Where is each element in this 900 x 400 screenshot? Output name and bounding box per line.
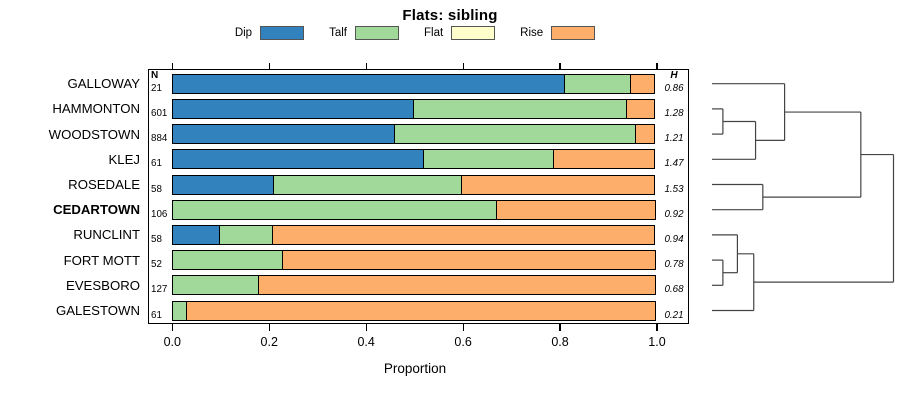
x-axis-title: Proportion (383, 361, 447, 376)
legend-label-dip: Dip (234, 27, 253, 39)
h-value-evesboro: 0.68 (664, 284, 684, 296)
plot-frame (148, 69, 689, 324)
x-tick-bottom (462, 324, 464, 331)
row-label-rosedale: ROSEDALE (68, 177, 140, 192)
n-value-cedartown: 106 (151, 208, 168, 220)
n-value-galestown: 61 (151, 309, 162, 321)
h-value-woodstown: 1.21 (664, 133, 684, 145)
x-tick-label-0.2: 0.2 (260, 335, 278, 349)
legend-item-flat: Flat (423, 26, 496, 40)
bar-segment-rise-galloway (630, 73, 655, 94)
bar-cedartown (172, 199, 656, 220)
bar-rosedale (172, 174, 655, 195)
row-label-evesboro: EVESBORO (65, 277, 140, 293)
x-tick-top (268, 62, 270, 69)
n-value-galloway: 21 (151, 82, 162, 94)
row-label-woodstown: WOODSTOWN (48, 126, 140, 142)
n-value-fort-mott: 52 (151, 259, 162, 271)
x-tick-top (559, 62, 561, 69)
bar-segment-rise-woodstown (635, 124, 655, 145)
h-value-rosedale: 1.53 (664, 183, 684, 195)
legend-label-flat: Flat (423, 27, 444, 39)
n-value-woodstown: 884 (151, 133, 168, 145)
legend-swatch-talf (354, 26, 399, 40)
n-value-hammonton: 601 (151, 107, 168, 119)
bar-woodstown (172, 124, 655, 145)
n-value-evesboro: 127 (151, 284, 168, 296)
h-value-fort-mott: 0.78 (664, 259, 684, 271)
h-column-header: H (670, 70, 678, 81)
x-tick-top (365, 62, 367, 69)
x-tick-label-1.0: 1.0 (648, 335, 666, 349)
legend-swatch-dip (260, 26, 305, 40)
bar-segment-rise-evesboro (258, 275, 656, 296)
row-label-galestown: GALESTOWN (55, 303, 140, 318)
bar-galloway (172, 73, 655, 94)
h-value-klej: 1.47 (664, 158, 684, 170)
x-tick-bottom (171, 324, 173, 331)
bar-segment-rise-klej (552, 149, 655, 170)
legend-swatch-rise (551, 26, 596, 40)
row-label-klej: KLEJ (108, 151, 140, 167)
row-label-runclint: RUNCLINT (73, 227, 140, 243)
row-label-fort-mott: FORT MOTT (63, 252, 140, 268)
h-value-cedartown: 0.92 (664, 208, 684, 220)
x-tick-top (171, 62, 173, 69)
row-label-hammonton: HAMMONTON (52, 101, 140, 117)
bar-segment-rise-cedartown (495, 199, 656, 220)
bar-fort-mott (172, 250, 656, 271)
legend: Dip Talf Flat Rise (0, 26, 830, 40)
bar-segment-rise-galestown (185, 300, 656, 321)
bar-segment-rise-hammonton (625, 98, 655, 119)
h-value-galestown: 0.21 (664, 309, 684, 321)
x-tick-bottom (365, 324, 367, 331)
bar-runclint (172, 224, 655, 245)
chart-title: Flats: sibling (402, 7, 498, 24)
x-tick-top (462, 62, 464, 69)
legend-item-talf: Talf (329, 26, 399, 40)
x-tick-bottom (656, 324, 658, 331)
n-value-runclint: 58 (151, 233, 162, 245)
x-tick-top (656, 62, 658, 69)
x-tick-label-0.4: 0.4 (357, 335, 375, 349)
h-value-hammonton: 1.28 (664, 107, 684, 119)
legend-item-dip: Dip (234, 26, 305, 40)
bar-galestown (172, 300, 656, 321)
legend-swatch-flat (451, 26, 496, 40)
n-column-header: N (151, 70, 159, 81)
bar-evesboro (172, 275, 656, 296)
legend-label-rise: Rise (520, 27, 544, 39)
bar-segment-rise-rosedale (460, 174, 655, 195)
bar-hammonton (172, 98, 655, 119)
bar-segment-rise-fort-mott (282, 250, 656, 271)
x-tick-bottom (268, 324, 270, 331)
x-tick-label-0.6: 0.6 (454, 335, 472, 349)
n-value-rosedale: 58 (151, 183, 162, 195)
bar-klej (172, 149, 655, 170)
x-tick-label-0.8: 0.8 (551, 335, 569, 349)
legend-label-talf: Talf (329, 27, 347, 39)
row-label-cedartown: CEDARTOWN (53, 202, 140, 218)
x-tick-bottom (559, 324, 561, 331)
h-value-runclint: 0.94 (664, 233, 684, 245)
h-value-galloway: 0.86 (664, 82, 684, 94)
n-value-klej: 61 (151, 158, 162, 170)
x-tick-label-0.0: 0.0 (163, 335, 181, 349)
legend-item-rise: Rise (520, 26, 596, 40)
row-label-galloway: GALLOWAY (67, 76, 140, 92)
bar-segment-rise-runclint (271, 224, 655, 245)
